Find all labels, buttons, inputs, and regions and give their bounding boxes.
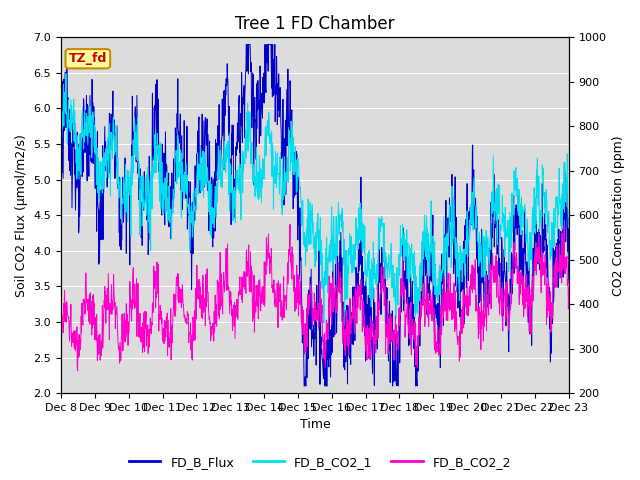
Y-axis label: CO2 Concentration (ppm): CO2 Concentration (ppm): [612, 135, 625, 296]
Text: TZ_fd: TZ_fd: [68, 52, 107, 65]
Y-axis label: Soil CO2 Flux (μmol/m2/s): Soil CO2 Flux (μmol/m2/s): [15, 134, 28, 297]
Legend: FD_B_Flux, FD_B_CO2_1, FD_B_CO2_2: FD_B_Flux, FD_B_CO2_1, FD_B_CO2_2: [124, 451, 516, 474]
Title: Tree 1 FD Chamber: Tree 1 FD Chamber: [235, 15, 395, 33]
X-axis label: Time: Time: [300, 419, 330, 432]
